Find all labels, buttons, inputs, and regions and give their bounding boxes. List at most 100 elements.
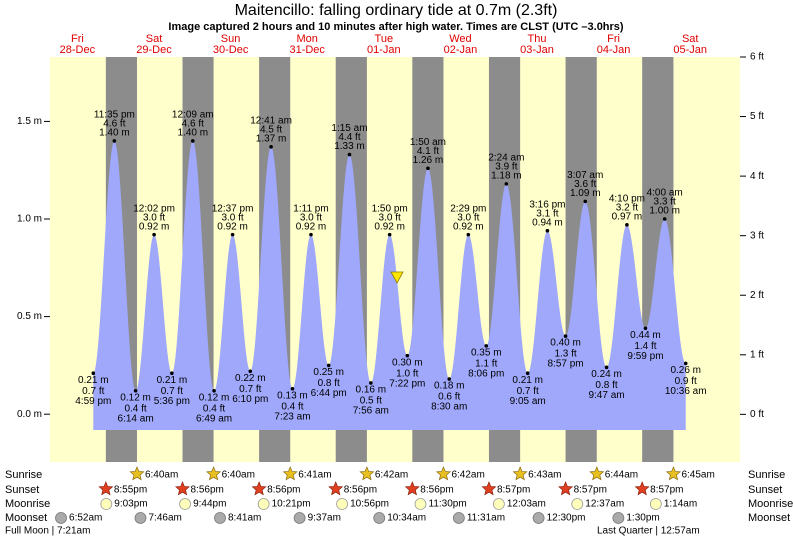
tide-point (604, 365, 609, 370)
tide-point (447, 377, 452, 381)
sunset-time: 8:57pm (574, 485, 607, 496)
tide-label: 1:50 pm (372, 203, 408, 214)
day-label: Wed (449, 33, 471, 45)
tide-label: 0.4 ft (124, 403, 146, 414)
tide-label: 0.92 m (453, 221, 484, 232)
tide-label: 6:10 pm (232, 394, 268, 405)
tide-label: 0.24 m (591, 369, 622, 380)
tide-label: 1.18 m (491, 171, 522, 182)
tide-area (93, 140, 686, 430)
row-label: Moonrise (5, 498, 50, 510)
moonrise-icon (649, 498, 662, 510)
tide-label: 2:29 pm (450, 203, 486, 214)
sunrise-time: 6:42am (451, 470, 484, 481)
tide-label: 0.7 ft (161, 386, 183, 397)
tide-label: 12:02 pm (133, 203, 175, 214)
moonset-time: 8:41am (228, 513, 261, 524)
tide-label: 4:59 pm (75, 396, 111, 407)
tide-label: 0.30 m (392, 357, 423, 368)
moonset-time: 6:52am (69, 513, 102, 524)
tide-label: 9:47 am (588, 390, 624, 401)
tide-label: 0.40 m (550, 338, 581, 349)
tide-point (387, 232, 392, 237)
sunset-icon (328, 481, 344, 496)
tide-label: 0.8 ft (595, 380, 617, 391)
tide-label: 4.5 ft (260, 124, 282, 135)
moonset-icon (293, 512, 306, 524)
moonset-icon (452, 512, 465, 524)
y2-tick-label: 5 ft (750, 111, 764, 122)
date-label: 04-Jan (597, 44, 631, 56)
moonrise-time: 10:21pm (272, 499, 311, 510)
sunrise-icon (589, 466, 605, 481)
tide-label: 0.12 m (120, 392, 151, 403)
tide-label: 1:11 pm (293, 203, 328, 214)
sunset-icon (174, 481, 191, 496)
tide-label: 0.7 ft (517, 386, 539, 397)
moon-phase: Last Quarter | 12:57am (597, 526, 700, 537)
sunset-time: 8:57pm (497, 485, 530, 496)
tide-label: 1.0 ft (396, 368, 418, 379)
sunrise-time: 6:40am (145, 470, 178, 481)
moonrise-icon (257, 498, 270, 510)
tide-label: 0.12 m (199, 392, 230, 403)
moonset-icon (134, 512, 147, 524)
day-label: Sun (221, 33, 241, 45)
y2-tick-label: 6 ft (750, 52, 764, 63)
sunset-time: 8:56pm (344, 485, 377, 496)
date-label: 30-Dec (213, 44, 249, 56)
sunrise-time: 6:43am (528, 470, 561, 481)
tide-label: 0.21 m (512, 375, 543, 386)
tide-label: 9:05 am (510, 396, 546, 407)
tide-label: 7:22 pm (389, 378, 425, 389)
tide-label: 4.4 ft (338, 132, 360, 143)
day-label: Sat (682, 33, 699, 45)
y2-tick-label: 0 ft (750, 409, 764, 420)
sunrise-icon (282, 466, 298, 481)
moonrise-icon (571, 498, 584, 510)
tide-point (405, 353, 410, 358)
y-tick-label: 1.0 m (17, 214, 42, 225)
tide-point (133, 388, 138, 393)
tide-label: 8:06 pm (468, 369, 504, 380)
moonrise-time: 12:03am (507, 499, 546, 510)
moonrise-icon (179, 498, 191, 510)
sunrise-icon (512, 466, 528, 481)
moonrise-time: 9:44pm (193, 499, 226, 510)
moonset-time: 1:30pm (626, 513, 659, 524)
y-tick-label: 0.5 m (17, 311, 42, 322)
tide-label: 0.8 ft (318, 378, 340, 389)
tide-label: 1.00 m (649, 206, 680, 217)
tide-area (93, 140, 686, 430)
y2-tick-label: 3 ft (750, 230, 764, 241)
moonrise-icon (492, 498, 505, 510)
tide-point (545, 228, 550, 233)
current-tide-marker (390, 271, 404, 284)
day-label: Mon (296, 33, 317, 45)
moonset-icon (55, 512, 67, 524)
tide-label: 0.16 m (356, 385, 387, 396)
tide-point (683, 361, 688, 366)
tide-label: 0.5 ft (360, 396, 382, 407)
row-label: Sunrise (748, 469, 785, 481)
tide-label: 3.3 ft (654, 197, 676, 208)
tide-label: 1:50 am (410, 137, 446, 148)
tide-label: 0.92 m (296, 221, 327, 232)
sunset-icon (634, 481, 650, 496)
sunset-time: 8:57pm (650, 485, 683, 496)
moonset-time: 7:46am (148, 513, 181, 524)
sunset-time: 8:56pm (267, 485, 300, 496)
moonrise-time: 1:14am (664, 499, 697, 510)
sunrise-icon (435, 466, 452, 481)
sunrise-icon (206, 466, 222, 481)
tide-point (190, 139, 195, 143)
tide-label: 7:56 am (353, 406, 389, 417)
y2-tick-label: 2 ft (750, 290, 764, 301)
tide-point (170, 371, 174, 375)
tide-label: 0.21 m (78, 375, 109, 386)
tide-label: 5:36 pm (154, 396, 190, 407)
tide-label: 0.21 m (157, 375, 188, 386)
tide-label: 1.4 ft (634, 341, 656, 352)
tide-label: 3.1 ft (536, 208, 558, 219)
sunset-icon (98, 481, 114, 496)
